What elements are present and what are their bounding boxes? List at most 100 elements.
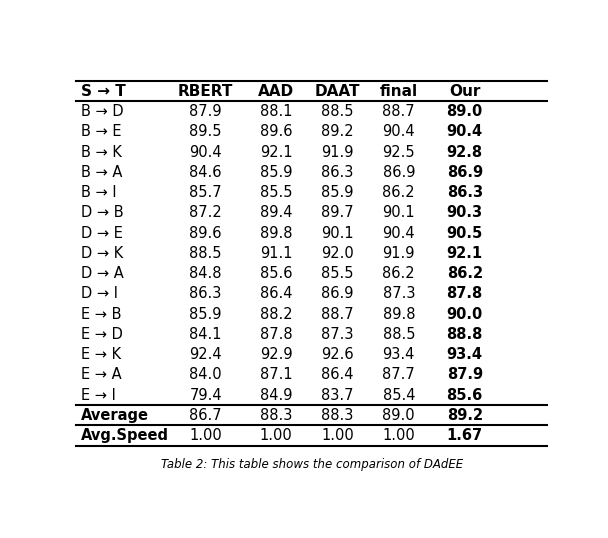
- Text: 84.0: 84.0: [189, 367, 222, 383]
- Text: 89.8: 89.8: [260, 225, 292, 240]
- Text: 86.2: 86.2: [382, 185, 415, 200]
- Text: B → I: B → I: [81, 185, 116, 200]
- Text: 93.4: 93.4: [447, 347, 483, 362]
- Text: 92.9: 92.9: [260, 347, 292, 362]
- Text: 86.2: 86.2: [447, 266, 483, 281]
- Text: 86.3: 86.3: [322, 165, 354, 180]
- Text: 86.9: 86.9: [321, 286, 354, 301]
- Text: 88.2: 88.2: [260, 307, 292, 322]
- Text: 92.5: 92.5: [382, 145, 415, 159]
- Text: 89.4: 89.4: [260, 206, 292, 220]
- Text: 89.0: 89.0: [382, 408, 415, 423]
- Text: 86.3: 86.3: [190, 286, 222, 301]
- Text: 90.4: 90.4: [382, 225, 415, 240]
- Text: 89.2: 89.2: [447, 408, 483, 423]
- Text: 86.9: 86.9: [447, 165, 483, 180]
- Text: 88.7: 88.7: [382, 104, 415, 119]
- Text: B → A: B → A: [81, 165, 122, 180]
- Text: 87.8: 87.8: [447, 286, 483, 301]
- Text: 1.67: 1.67: [447, 428, 483, 443]
- Text: E → I: E → I: [81, 387, 116, 402]
- Text: 91.9: 91.9: [321, 145, 354, 159]
- Text: 92.1: 92.1: [447, 246, 483, 261]
- Text: 87.9: 87.9: [189, 104, 222, 119]
- Text: 85.9: 85.9: [321, 185, 354, 200]
- Text: 89.2: 89.2: [321, 124, 354, 139]
- Text: 90.0: 90.0: [447, 307, 483, 322]
- Text: 85.6: 85.6: [260, 266, 292, 281]
- Text: 1.00: 1.00: [382, 428, 415, 443]
- Text: 85.9: 85.9: [260, 165, 292, 180]
- Text: 88.5: 88.5: [382, 327, 415, 342]
- Text: 85.6: 85.6: [447, 387, 483, 402]
- Text: 90.1: 90.1: [321, 225, 354, 240]
- Text: 85.4: 85.4: [382, 387, 415, 402]
- Text: 88.1: 88.1: [260, 104, 292, 119]
- Text: 92.8: 92.8: [447, 145, 483, 159]
- Text: Our: Our: [449, 84, 480, 99]
- Text: 87.9: 87.9: [447, 367, 483, 383]
- Text: D → A: D → A: [81, 266, 123, 281]
- Text: Avg.Speed: Avg.Speed: [81, 428, 168, 443]
- Text: 92.4: 92.4: [189, 347, 222, 362]
- Text: 85.5: 85.5: [260, 185, 292, 200]
- Text: S → T: S → T: [81, 84, 125, 99]
- Text: 91.1: 91.1: [260, 246, 292, 261]
- Text: 85.9: 85.9: [189, 307, 222, 322]
- Text: 90.3: 90.3: [447, 206, 483, 220]
- Text: 89.8: 89.8: [382, 307, 415, 322]
- Text: E → D: E → D: [81, 327, 123, 342]
- Text: 87.7: 87.7: [382, 367, 415, 383]
- Text: 92.6: 92.6: [321, 347, 354, 362]
- Text: D → B: D → B: [81, 206, 123, 220]
- Text: final: final: [380, 84, 418, 99]
- Text: 86.3: 86.3: [447, 185, 483, 200]
- Text: 88.7: 88.7: [321, 307, 354, 322]
- Text: B → E: B → E: [81, 124, 121, 139]
- Text: D → E: D → E: [81, 225, 123, 240]
- Text: 84.8: 84.8: [189, 266, 222, 281]
- Text: 86.7: 86.7: [189, 408, 222, 423]
- Text: 89.6: 89.6: [260, 124, 292, 139]
- Text: 79.4: 79.4: [189, 387, 222, 402]
- Text: 90.5: 90.5: [447, 225, 483, 240]
- Text: 87.2: 87.2: [189, 206, 222, 220]
- Text: 87.8: 87.8: [260, 327, 292, 342]
- Text: 83.7: 83.7: [321, 387, 354, 402]
- Text: 90.1: 90.1: [382, 206, 415, 220]
- Text: B → K: B → K: [81, 145, 122, 159]
- Text: 92.0: 92.0: [321, 246, 354, 261]
- Text: 89.0: 89.0: [447, 104, 483, 119]
- Text: 88.8: 88.8: [446, 327, 483, 342]
- Text: 1.00: 1.00: [321, 428, 354, 443]
- Text: Table 2: This table shows the comparison of DAdEE: Table 2: This table shows the comparison…: [161, 457, 463, 471]
- Text: 1.00: 1.00: [260, 428, 292, 443]
- Text: 92.1: 92.1: [260, 145, 292, 159]
- Text: 89.7: 89.7: [321, 206, 354, 220]
- Text: 89.6: 89.6: [189, 225, 222, 240]
- Text: 91.9: 91.9: [382, 246, 415, 261]
- Text: 86.4: 86.4: [260, 286, 292, 301]
- Text: 90.4: 90.4: [382, 124, 415, 139]
- Text: AAD: AAD: [258, 84, 294, 99]
- Text: 87.3: 87.3: [382, 286, 415, 301]
- Text: 84.9: 84.9: [260, 387, 292, 402]
- Text: 86.4: 86.4: [321, 367, 354, 383]
- Text: 89.5: 89.5: [189, 124, 222, 139]
- Text: 93.4: 93.4: [382, 347, 415, 362]
- Text: 87.1: 87.1: [260, 367, 292, 383]
- Text: 88.5: 88.5: [189, 246, 222, 261]
- Text: 90.4: 90.4: [447, 124, 483, 139]
- Text: B → D: B → D: [81, 104, 123, 119]
- Text: D → I: D → I: [81, 286, 118, 301]
- Text: E → B: E → B: [81, 307, 121, 322]
- Text: 88.3: 88.3: [260, 408, 292, 423]
- Text: 1.00: 1.00: [189, 428, 222, 443]
- Text: 88.5: 88.5: [321, 104, 354, 119]
- Text: 85.7: 85.7: [189, 185, 222, 200]
- Text: 88.3: 88.3: [322, 408, 354, 423]
- Text: 84.1: 84.1: [189, 327, 222, 342]
- Text: 85.5: 85.5: [321, 266, 354, 281]
- Text: E → A: E → A: [81, 367, 122, 383]
- Text: RBERT: RBERT: [178, 84, 233, 99]
